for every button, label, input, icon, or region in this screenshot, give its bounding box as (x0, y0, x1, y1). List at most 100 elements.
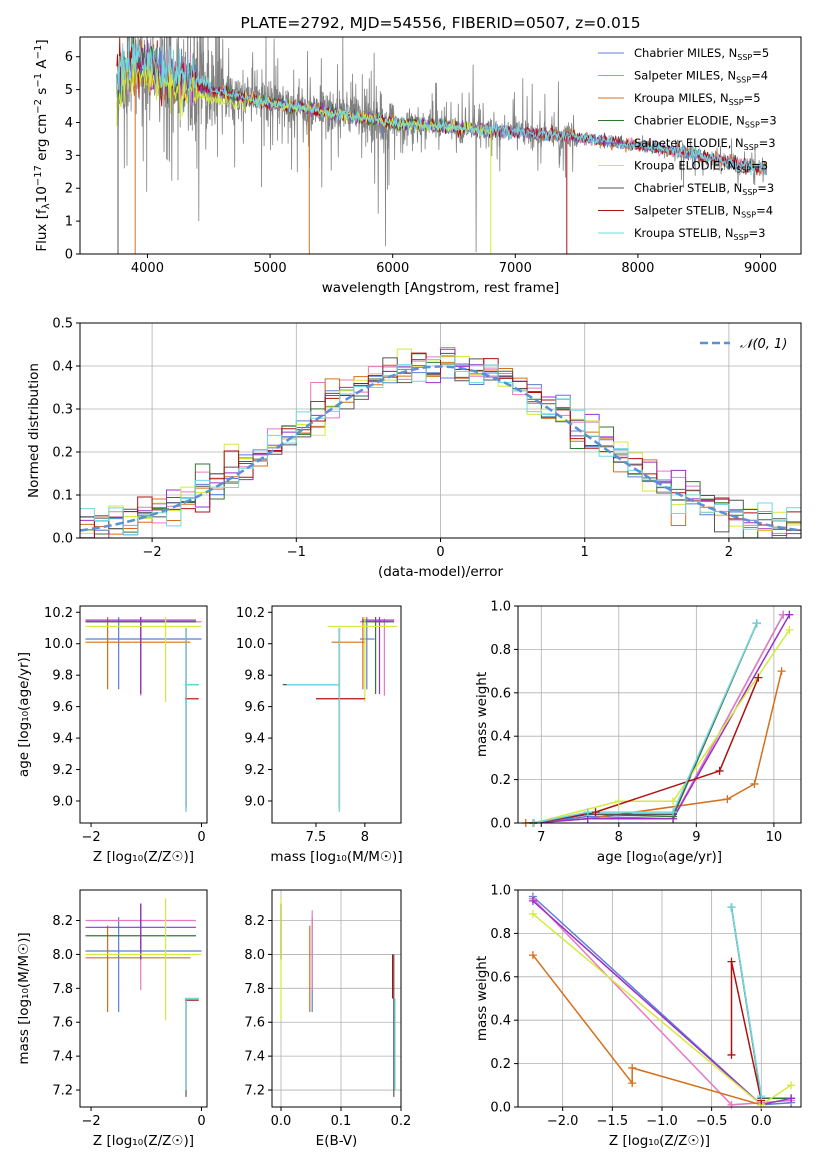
y-tick-label: 7.4 (52, 1050, 73, 1065)
data-point-marker (723, 795, 732, 804)
y-tick-label: 7.2 (244, 1084, 265, 1099)
residual-histogram-panel: −2 −1 0 1 2 0.0 0.1 0.2 0.3 0.4 0.5 (data-model)/er… (26, 317, 802, 580)
x-tick-label: 7000 (499, 261, 532, 276)
data-point-marker (754, 673, 763, 682)
data-point-marker (750, 779, 759, 788)
y-tick-label: 0.8 (490, 643, 511, 658)
data-point-marker (727, 957, 736, 966)
y-axis-label: Flux [fλ10−17 erg cm−2 s−1 A−1] (33, 39, 52, 251)
y-tick-label: 9.8 (244, 669, 265, 684)
axes-frame (271, 605, 402, 824)
plot-area (116, 37, 767, 254)
legend-entry: 𝒩(0, 1) (740, 337, 787, 352)
legend-entry: Chabrier STELIB, NSSP=3 (634, 181, 774, 197)
series-line (533, 677, 760, 823)
series-line (525, 670, 783, 823)
mass-weight-vs-metallicity-panel: −2.0 −1.5 −1.0 −0.5 0.0 0.0 0.2 0.4 0.6 0.8 1.0 Z [… (474, 884, 802, 1149)
legend-entry: Kroupa MILES, NSSP=5 (634, 91, 761, 107)
plot-area (80, 347, 801, 538)
x-axis-label: Z [log₁₀(Z/Z☉)] (93, 849, 194, 865)
data-point-marker (715, 766, 724, 775)
y-tick-label: 8.2 (52, 914, 73, 929)
y-tick-label: 10.0 (44, 637, 73, 652)
axes-frame (271, 889, 402, 1108)
y-tick-label: 7.6 (244, 1016, 265, 1031)
age-vs-metallicity-panel: −2 0 9.0 9.2 9.4 9.6 9.8 10.0 10.2 Z [log₁₀(Z/Z☉)… (16, 605, 208, 865)
data-point-marker (583, 808, 592, 817)
y-tick-label: 8.2 (244, 914, 265, 929)
x-tick-label: 0.2 (391, 1114, 412, 1129)
gaussian-curve (80, 365, 801, 532)
x-tick-label: 0 (197, 830, 205, 845)
series-line (533, 623, 758, 823)
y-tick-label: 9.6 (244, 700, 265, 715)
data-point-marker (752, 619, 761, 628)
legend-entry: Chabrier MILES, NSSP=5 (634, 46, 769, 62)
x-axis-label: Z [log₁₀(Z/Z☉)] (93, 1133, 194, 1149)
y-tick-label: 7.8 (244, 982, 265, 997)
y-tick-label: 9.4 (244, 732, 265, 747)
y-tick-label: 0.1 (52, 489, 73, 504)
axes-frame (79, 36, 802, 255)
x-tick-label: 7 (537, 830, 545, 845)
plot-area (525, 614, 791, 823)
legend-entry: Kroupa ELODIE, NSSP=3 (634, 159, 768, 175)
y-tick-label: 0.2 (490, 773, 511, 788)
y-tick-label: 9.8 (52, 669, 73, 684)
mass-weight-vs-age-panel: 7 8 9 10 0.0 0.2 0.4 0.6 0.8 1.0 age [log₁₀(age/yr… (474, 600, 802, 865)
y-tick-label: 0.6 (490, 686, 511, 701)
legend-entry: Kroupa STELIB, NSSP=3 (634, 226, 766, 242)
x-tick-label: 9 (692, 830, 700, 845)
y-tick-label: 8.0 (244, 948, 265, 963)
x-tick-label: −2 (81, 1114, 100, 1129)
plot-area (282, 617, 398, 812)
series-line (533, 629, 791, 823)
data-point-marker (591, 808, 600, 817)
y-tick-label: 0.2 (52, 446, 73, 461)
y-tick-label: 5 (65, 83, 73, 98)
y-tick-label: 10.2 (236, 606, 265, 621)
y-tick-label: 1 (65, 215, 73, 230)
y-tick-label: 7.2 (52, 1084, 73, 1099)
y-tick-label: 0 (65, 248, 73, 263)
y-tick-label: 7.4 (244, 1050, 265, 1065)
axes-frame (79, 605, 208, 824)
y-tick-label: 10.0 (236, 637, 265, 652)
data-point-marker (727, 1050, 736, 1059)
x-tick-label: 7.5 (306, 830, 327, 845)
data-point-marker (777, 667, 786, 676)
x-tick-label: −1.0 (646, 1114, 678, 1129)
y-axis-label: mass weight (474, 672, 490, 757)
x-tick-label: 0 (197, 1114, 205, 1129)
y-tick-label: 6 (65, 50, 73, 65)
y-tick-label: 8.0 (52, 948, 73, 963)
y-tick-label: 2 (65, 182, 73, 197)
x-axis-label: E(B-V) (316, 1133, 358, 1149)
series-line (730, 961, 763, 1101)
series-line (533, 623, 758, 823)
legend-entry: Salpeter ELODIE, NSSP=3 (634, 136, 776, 152)
y-tick-label: 9.2 (244, 763, 265, 778)
axes-frame (79, 889, 208, 1108)
y-axis-label: age [log₁₀(age/yr)] (16, 652, 32, 777)
data-point-marker (787, 1081, 796, 1090)
x-tick-label: 0.1 (331, 1114, 352, 1129)
y-axis-label: mass [log₁₀(M/M☉)] (16, 932, 32, 1064)
data-point-marker (528, 896, 537, 905)
series-line (730, 907, 763, 1097)
series-line (533, 623, 758, 823)
plot-area (85, 898, 202, 1097)
x-tick-label: −0.5 (696, 1114, 728, 1129)
y-axis-label: mass weight (474, 956, 490, 1041)
x-tick-label: 10 (766, 830, 783, 845)
x-tick-label: 1 (581, 545, 589, 560)
x-axis-label: (data-model)/error (378, 564, 504, 580)
data-point-marker (757, 1092, 766, 1101)
chart-title: PLATE=2792, MJD=54556, FIBERID=0507, z=0… (240, 14, 640, 32)
data-point-marker (669, 797, 678, 806)
y-tick-label: 0.6 (490, 970, 511, 985)
x-tick-label: 8000 (621, 261, 654, 276)
legend-entry: Salpeter MILES, NSSP=4 (634, 69, 768, 85)
x-axis-label: mass [log₁₀(M/M☉)] (270, 849, 402, 865)
